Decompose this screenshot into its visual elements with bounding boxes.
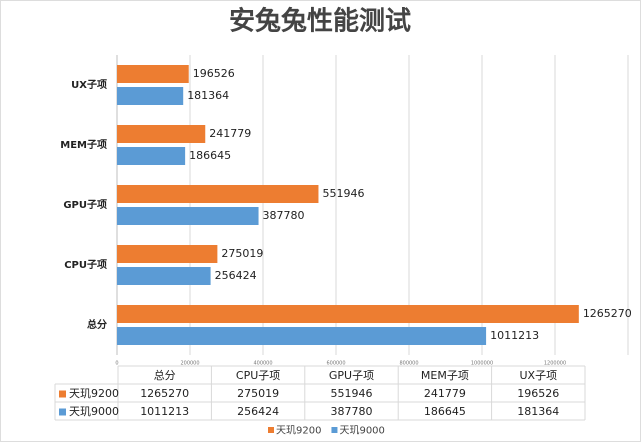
table-cell: 275019 [237, 387, 279, 400]
y-tick-label: CPU子项 [64, 259, 107, 271]
value-label: 256424 [215, 269, 257, 282]
x-tick-label: 1000000 [471, 361, 493, 367]
y-tick-label: GPU子项 [63, 199, 107, 211]
value-label: 241779 [209, 127, 251, 140]
value-label: 196526 [193, 67, 235, 80]
value-label: 387780 [263, 209, 305, 222]
y-tick-label: MEM子项 [60, 139, 107, 151]
x-tick-label: 0 [115, 361, 118, 367]
bar [117, 65, 189, 83]
value-label: 1265270 [583, 307, 632, 320]
legend-label: 天玑9000 [339, 425, 384, 437]
table-series-name: 天玑9200 [69, 387, 119, 400]
bar [117, 87, 184, 105]
table-header: GPU子项 [329, 369, 374, 382]
table-cell: 181364 [517, 405, 559, 418]
y-tick-label: UX子项 [71, 79, 107, 91]
bar [117, 185, 319, 203]
table-header: MEM子项 [421, 369, 469, 382]
table-header: 总分 [154, 368, 176, 382]
table-cell: 196526 [517, 387, 559, 400]
table-cell: 551946 [331, 387, 373, 400]
table-cell: 1265270 [140, 387, 189, 400]
value-label: 551946 [322, 187, 364, 200]
table-cell: 1011213 [140, 405, 189, 418]
table-series-name: 天玑9000 [69, 405, 119, 418]
table-key [59, 408, 66, 416]
y-tick-label: 总分 [87, 318, 107, 331]
x-tick-label: 1200000 [544, 361, 566, 367]
bar [117, 207, 259, 225]
table-cell: 186645 [424, 405, 466, 418]
value-label: 186645 [189, 149, 231, 162]
table-cell: 387780 [331, 405, 373, 418]
value-label: 275019 [221, 247, 263, 260]
table-header: UX子项 [520, 369, 558, 382]
table-key [59, 390, 66, 398]
legend-label: 天玑9200 [276, 425, 321, 437]
x-tick-label: 200000 [180, 361, 199, 367]
x-tick-label: 400000 [253, 361, 272, 367]
table-header: CPU子项 [236, 369, 280, 382]
x-tick-label: 600000 [326, 361, 345, 367]
bar [117, 305, 579, 323]
bar [117, 147, 186, 165]
table-cell: 241779 [424, 387, 466, 400]
bar [117, 267, 211, 285]
chart-title: 安兔兔性能测试 [229, 6, 411, 37]
legend-key [268, 427, 274, 433]
value-label: 1011213 [490, 329, 539, 342]
legend-key [331, 427, 338, 433]
bar [117, 125, 206, 143]
bar [117, 327, 487, 345]
table-cell: 256424 [237, 405, 279, 418]
value-label: 181364 [187, 89, 229, 102]
x-tick-label: 800000 [399, 361, 418, 367]
bar [117, 245, 218, 263]
